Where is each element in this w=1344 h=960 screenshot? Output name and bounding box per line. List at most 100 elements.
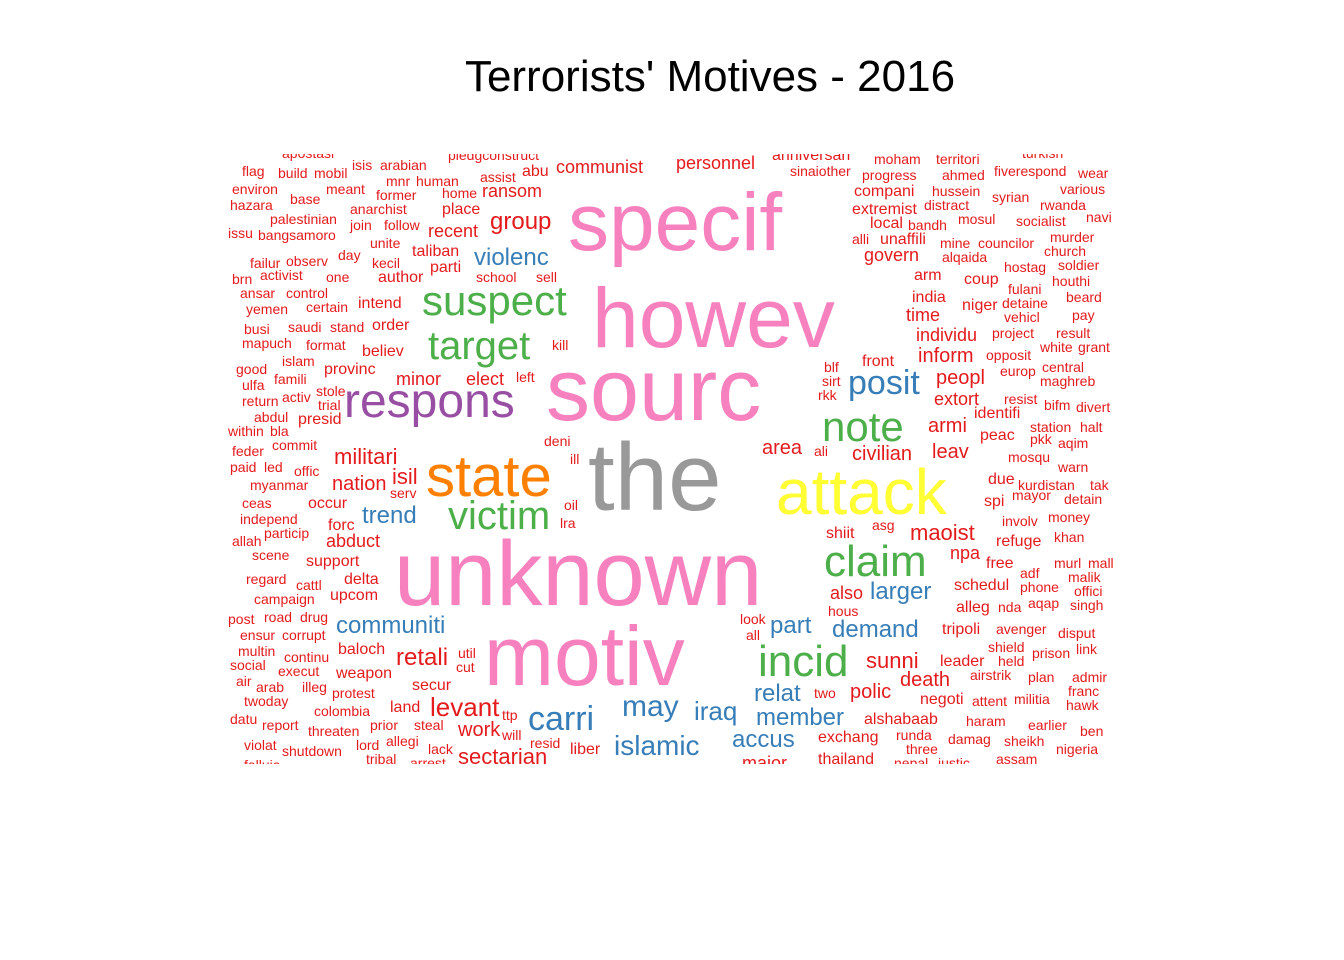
cloud-word: hussein: [932, 183, 981, 199]
cloud-word: failur: [250, 255, 281, 271]
cloud-word: alleg: [956, 599, 990, 616]
cloud-word: issu: [228, 225, 253, 241]
cloud-word: elect: [466, 369, 505, 389]
cloud-word: coup: [964, 271, 999, 288]
cloud-word: trend: [362, 502, 417, 529]
cloud-word: recent: [428, 221, 479, 241]
cloud-word: provinc: [324, 361, 376, 378]
cloud-word: sectarian: [458, 744, 548, 765]
cloud-word: airstrik: [970, 667, 1012, 683]
cloud-word: taliban: [412, 243, 460, 260]
cloud-word: armi: [928, 415, 967, 437]
cloud-word: report: [262, 717, 299, 733]
cloud-word: abduct: [326, 531, 381, 551]
cloud-word: allegi: [386, 733, 419, 749]
cloud-word: base: [290, 191, 321, 207]
cloud-word: leader: [940, 653, 985, 670]
cloud-word: secur: [412, 677, 452, 694]
cloud-word: certain: [306, 299, 349, 315]
cloud-word: violenc: [474, 244, 549, 271]
cloud-word: npa: [950, 543, 981, 563]
cloud-word: left: [516, 369, 535, 385]
cloud-word: damag: [948, 731, 991, 747]
cloud-word: victim: [448, 494, 551, 538]
cloud-word: util: [458, 645, 476, 661]
cloud-word: front: [862, 353, 895, 370]
cloud-word: control: [286, 285, 329, 301]
cloud-word: prior: [370, 717, 399, 733]
cloud-word: alli: [852, 231, 870, 247]
cloud-word: believ: [362, 343, 404, 360]
cloud-word: arabian: [380, 157, 427, 173]
cloud-word: ransom: [482, 181, 543, 201]
cloud-word: stand: [330, 319, 365, 335]
cloud-word: illeg: [302, 679, 327, 695]
cloud-word: mayor: [1012, 487, 1051, 503]
cloud-word: join: [350, 217, 372, 233]
cloud-word: rkk: [818, 387, 837, 403]
cloud-word: prison: [1032, 645, 1071, 661]
cloud-word: shiit: [826, 525, 855, 542]
cloud-word: also: [830, 583, 864, 603]
cloud-word: syrian: [992, 189, 1030, 205]
cloud-word: death: [900, 669, 951, 691]
cloud-word: datu: [230, 711, 258, 727]
cloud-word: blf: [824, 359, 839, 375]
cloud-word: land: [390, 699, 421, 716]
cloud-word: activist: [260, 267, 303, 283]
cloud-word: relat: [754, 680, 801, 707]
cloud-word: extort: [934, 389, 980, 409]
cloud-word: nation: [332, 473, 387, 495]
cloud-word: falluja: [244, 758, 281, 764]
cloud-word: activ: [282, 389, 311, 405]
cloud-word: build: [278, 165, 308, 181]
cloud-word: exchang: [818, 729, 879, 746]
cloud-word: isis: [352, 157, 373, 173]
cloud-word: grant: [1078, 339, 1110, 355]
cloud-word: target: [428, 324, 531, 368]
cloud-word: bangsamoro: [258, 227, 336, 243]
cloud-word: justic: [938, 755, 970, 764]
cloud-word: fulani: [1008, 281, 1042, 297]
cloud-word: singh: [1070, 597, 1104, 613]
cloud-word: leav: [932, 441, 969, 463]
cloud-word: civilian: [852, 443, 913, 465]
cloud-word: school: [476, 269, 517, 285]
cloud-word: two: [814, 685, 836, 701]
cloud-word: arab: [256, 679, 285, 695]
cloud-word: abdul: [254, 409, 289, 425]
cloud-word: involv: [1002, 513, 1038, 529]
cloud-word: central: [1042, 359, 1085, 375]
cloud-word: corrupt: [282, 627, 326, 643]
cloud-word: nigeria: [1056, 741, 1099, 757]
cloud-word: pay: [1072, 307, 1095, 323]
cloud-word: territori: [936, 154, 980, 167]
cloud-word: motiv: [484, 609, 685, 703]
cloud-word: kill: [552, 337, 569, 353]
cloud-word: sinaiother: [790, 163, 851, 179]
cloud-word: ulfa: [242, 377, 265, 393]
cloud-word: will: [502, 727, 522, 743]
cloud-word: result: [1056, 325, 1091, 341]
cloud-word: former: [376, 187, 417, 203]
cloud-word: three: [906, 741, 938, 757]
cloud-word: lra: [560, 515, 576, 531]
cloud-word: refuge: [996, 533, 1042, 550]
cloud-word: sunni: [866, 648, 919, 673]
cloud-word: free: [986, 555, 1014, 572]
cloud-word: independ: [240, 511, 298, 527]
cloud-word: ill: [570, 451, 580, 467]
cloud-word: mosul: [958, 211, 996, 227]
cloud-word: lord: [356, 737, 380, 753]
cloud-word: protest: [332, 685, 375, 701]
cloud-word: return: [242, 393, 279, 409]
cloud-word: mnr: [386, 173, 411, 189]
cloud-word: hostag: [1004, 259, 1047, 275]
cloud-word: within: [228, 423, 264, 439]
cloud-word: delta: [344, 571, 379, 588]
cloud-word: time: [906, 305, 941, 325]
cloud-word: bifm: [1044, 397, 1071, 413]
cloud-word: upcom: [330, 587, 379, 604]
cloud-word: alqaida: [942, 249, 988, 265]
cloud-word: divert: [1076, 399, 1111, 415]
